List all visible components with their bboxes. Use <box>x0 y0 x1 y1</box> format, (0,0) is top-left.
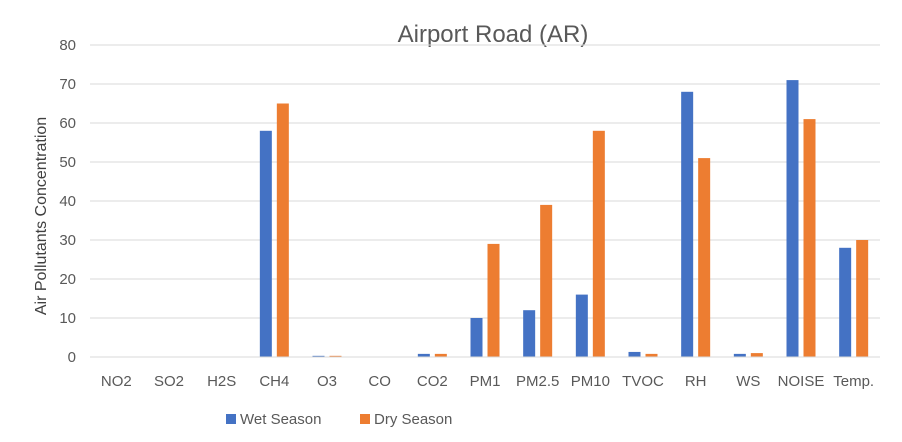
bar-wet-season-pm1 <box>470 318 483 357</box>
legend-swatch <box>226 414 236 424</box>
bar-wet-season-ws <box>733 353 746 357</box>
bar-dry-season-tvoc <box>645 353 658 357</box>
bar-dry-season-ch4 <box>276 103 289 357</box>
y-tick-labels: 0 10 20 30 40 50 60 70 80 <box>59 37 76 366</box>
bar-dry-season-ws <box>750 353 763 357</box>
y-axis-label: Air Pollutants Concentration <box>33 117 50 315</box>
gridlines <box>90 44 880 319</box>
x-tick-label: TVOC <box>622 373 664 390</box>
bar-wet-season-pm10 <box>575 294 588 357</box>
y-tick-label: 80 <box>59 37 76 54</box>
x-tick-label: PM2.5 <box>516 373 559 390</box>
x-tick-label: O3 <box>317 373 337 390</box>
bars <box>259 80 869 358</box>
y-tick-label: 70 <box>59 76 76 93</box>
y-tick-label: 10 <box>59 310 76 327</box>
bar-wet-season-tvoc <box>628 351 641 357</box>
legend-label: Wet Season <box>240 411 321 428</box>
x-tick-label: NO2 <box>101 373 132 390</box>
x-tick-labels: NO2 SO2 H2S CH4 O3 CO CO2 PM1 PM2.5 PM10 TVOC RH WS N… <box>101 373 874 390</box>
bar-dry-season-temp <box>856 240 869 357</box>
x-tick-label: PM10 <box>571 373 610 390</box>
legend: Wet Season Dry Season <box>226 411 452 428</box>
x-tick-label: SO2 <box>154 373 184 390</box>
bar-wet-season-temp <box>839 247 852 357</box>
chart-title: Airport Road (AR) <box>398 21 589 48</box>
bar-dry-season-rh <box>698 158 711 357</box>
bar-wet-season-ch4 <box>259 130 272 357</box>
bar-wet-season-co2 <box>417 353 430 357</box>
bar-dry-season-pm1 <box>487 243 500 357</box>
x-tick-label: RH <box>685 373 707 390</box>
y-tick-label: 0 <box>68 349 76 366</box>
legend-swatch <box>360 414 370 424</box>
x-tick-label: CH4 <box>259 373 289 390</box>
y-tick-label: 50 <box>59 154 76 171</box>
y-tick-label: 40 <box>59 193 76 210</box>
x-tick-label: CO2 <box>417 373 448 390</box>
bar-dry-season-noise <box>803 119 816 357</box>
x-tick-label: PM1 <box>470 373 501 390</box>
bar-dry-season-o3 <box>329 355 342 357</box>
x-tick-label: H2S <box>207 373 236 390</box>
bar-dry-season-pm10 <box>592 130 605 357</box>
y-tick-label: 20 <box>59 271 76 288</box>
bar-wet-season-noise <box>786 80 799 357</box>
x-tick-label: CO <box>368 373 391 390</box>
y-tick-label: 30 <box>59 232 76 249</box>
legend-label: Dry Season <box>374 411 452 428</box>
x-tick-label: Temp. <box>833 373 874 390</box>
bar-wet-season-pm25 <box>523 310 536 357</box>
bar-wet-season-o3 <box>312 355 325 357</box>
bar-dry-season-pm25 <box>540 204 553 357</box>
bar-dry-season-co2 <box>434 353 447 357</box>
y-tick-label: 60 <box>59 115 76 132</box>
bar-wet-season-rh <box>681 91 694 358</box>
x-tick-label: WS <box>736 373 760 390</box>
x-tick-label: NOISE <box>778 373 825 390</box>
